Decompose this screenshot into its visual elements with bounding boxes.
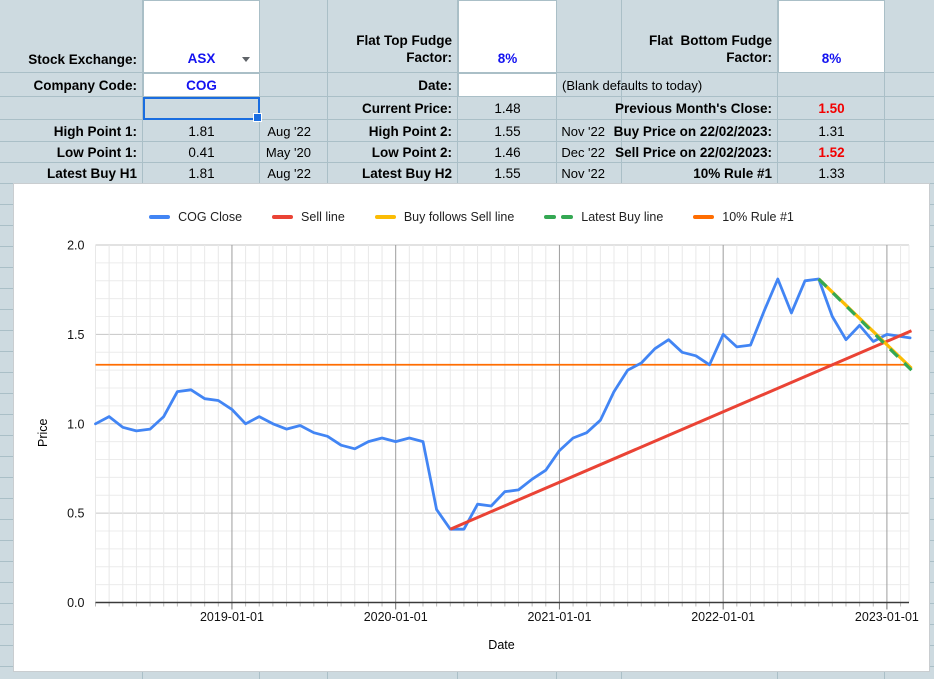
legend-item-latest-buy-line: Latest Buy line bbox=[544, 210, 663, 224]
low-point-1-date[interactable]: May '20 bbox=[265, 145, 311, 160]
x-tick-label: 2022-01-01 bbox=[691, 610, 755, 624]
flat-top-fudge-value[interactable]: 8% bbox=[458, 0, 557, 73]
flat-top-fudge-label[interactable]: Flat Top Fudge Factor: bbox=[328, 0, 458, 73]
y-tick-label: 1.0 bbox=[67, 417, 84, 431]
x-tick-label: 2019-01-01 bbox=[200, 610, 264, 624]
selection-fill-handle[interactable] bbox=[253, 113, 262, 122]
sell-line bbox=[449, 329, 913, 531]
date-note[interactable]: (Blank defaults to today) bbox=[562, 77, 703, 93]
prev-month-close-value[interactable]: 1.50 bbox=[818, 101, 845, 116]
high-point-2-value[interactable]: 1.55 bbox=[494, 123, 521, 139]
prev-month-close-label[interactable]: Previous Month's Close: bbox=[615, 101, 772, 116]
company-code-value[interactable]: COG bbox=[143, 73, 260, 97]
x-tick-label: 2023-01-01 bbox=[855, 610, 919, 624]
legend-swatch-icon bbox=[544, 214, 557, 220]
high-point-1-date[interactable]: Aug '22 bbox=[267, 123, 311, 139]
high-point-2-label[interactable]: High Point 2: bbox=[368, 123, 452, 139]
date-label[interactable]: Date: bbox=[418, 77, 452, 93]
low-point-1-label[interactable]: Low Point 1: bbox=[56, 145, 137, 160]
flat-bottom-fudge-label[interactable]: Flat Bottom Fudge Factor: bbox=[622, 0, 778, 73]
rule-10-label[interactable]: 10% Rule #1 bbox=[693, 166, 772, 181]
current-price-label[interactable]: Current Price: bbox=[361, 101, 452, 116]
legend-item-buy-follows-sell-line: Buy follows Sell line bbox=[374, 210, 515, 224]
y-tick-label: 0.0 bbox=[67, 596, 84, 610]
legend-swatch-icon bbox=[272, 214, 294, 220]
legend-swatch-icon bbox=[561, 214, 574, 220]
row-gridline bbox=[0, 141, 934, 142]
low-point-2-date[interactable]: Dec '22 bbox=[561, 145, 605, 160]
high-point-2-date[interactable]: Nov '22 bbox=[561, 123, 605, 139]
sell-price-value[interactable]: 1.52 bbox=[818, 145, 845, 160]
legend-swatch-icon bbox=[374, 214, 396, 220]
buy-price-value[interactable]: 1.31 bbox=[818, 123, 845, 139]
dropdown-arrow-icon[interactable] bbox=[242, 57, 250, 62]
legend-item-10-rule-1: 10% Rule #1 bbox=[693, 210, 794, 224]
legend-label: Buy follows Sell line bbox=[403, 210, 515, 224]
rule-10-value[interactable]: 1.33 bbox=[818, 166, 845, 181]
latest-buy-h1-date[interactable]: Aug '22 bbox=[267, 166, 311, 181]
stock-exchange-label[interactable]: Stock Exchange: bbox=[28, 52, 137, 67]
flat-top-fudge-label-text: Flat Top Fudge Factor: bbox=[356, 32, 452, 66]
low-point-2-label[interactable]: Low Point 2: bbox=[371, 145, 452, 160]
stock-exchange-value[interactable]: ASX bbox=[143, 0, 260, 73]
row-gridline bbox=[0, 119, 934, 120]
x-tick-label: 2021-01-01 bbox=[527, 610, 591, 624]
flat-bottom-fudge-label-text: Flat Bottom Fudge Factor: bbox=[649, 32, 772, 66]
legend-item-sell-line: Sell line bbox=[272, 210, 345, 224]
y-axis-title: Price bbox=[36, 418, 50, 447]
high-point-1-value[interactable]: 1.81 bbox=[188, 123, 215, 139]
legend-label: COG Close bbox=[178, 210, 243, 224]
x-axis-title: Date bbox=[488, 638, 515, 652]
selected-cell[interactable] bbox=[143, 97, 262, 122]
latest-buy-h2-label[interactable]: Latest Buy H2 bbox=[361, 166, 452, 181]
legend-swatch-icon bbox=[693, 214, 715, 220]
buy-price-label[interactable]: Buy Price on 22/02/2023: bbox=[613, 123, 772, 139]
latest-buy-h2-value[interactable]: 1.55 bbox=[494, 166, 521, 181]
latest-buy-h1-label[interactable]: Latest Buy H1 bbox=[46, 166, 137, 181]
legend-label: Latest Buy line bbox=[581, 210, 664, 224]
legend-item-cog-close: COG Close bbox=[149, 210, 242, 224]
y-tick-label: 0.5 bbox=[67, 507, 84, 521]
legend-swatch-icon bbox=[149, 214, 171, 220]
latest-buy-h1-value[interactable]: 1.81 bbox=[188, 166, 215, 181]
latest-buy-h2-date[interactable]: Nov '22 bbox=[561, 166, 605, 181]
flat-bottom-fudge-value[interactable]: 8% bbox=[778, 0, 885, 73]
current-price-value[interactable]: 1.48 bbox=[494, 101, 521, 116]
y-tick-label: 1.5 bbox=[67, 328, 84, 342]
chart-legend: COG Close Sell line Buy follows Sell line L… bbox=[14, 208, 929, 226]
high-point-1-label[interactable]: High Point 1: bbox=[53, 123, 137, 139]
stock-chart: COG Close Sell line Buy follows Sell line L… bbox=[13, 183, 930, 672]
row-gridline bbox=[0, 162, 934, 163]
legend-label: 10% Rule #1 bbox=[722, 210, 794, 224]
cog-close-line bbox=[94, 277, 912, 531]
low-point-1-value[interactable]: 0.41 bbox=[188, 145, 215, 160]
date-input[interactable] bbox=[458, 73, 557, 97]
company-code-label[interactable]: Company Code: bbox=[33, 77, 137, 93]
low-point-2-value[interactable]: 1.46 bbox=[494, 145, 521, 160]
latest-buy-line bbox=[817, 277, 913, 372]
chart-plot: 0.0 0.5 1.0 1.5 2.0 2019-01-01 2020-01-01 2021-… bbox=[67, 239, 919, 625]
sell-price-label[interactable]: Sell Price on 22/02/2023: bbox=[615, 145, 772, 160]
x-tick-label: 2020-01-01 bbox=[364, 610, 428, 624]
legend-label: Sell line bbox=[301, 210, 345, 224]
y-tick-label: 2.0 bbox=[67, 239, 84, 253]
